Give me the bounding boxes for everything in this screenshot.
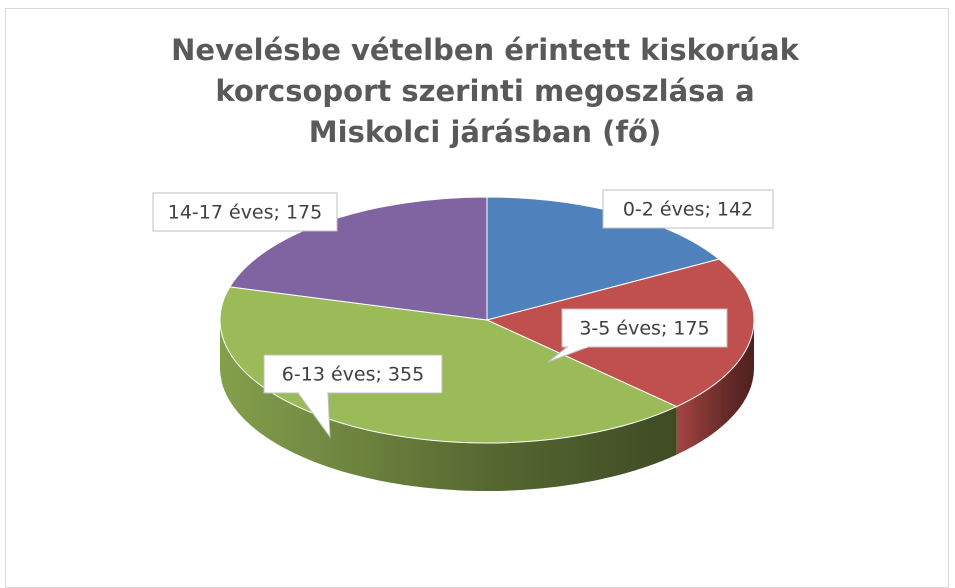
slice-side-shade (676, 320, 754, 455)
data-label: 3-5 éves; 175 (579, 318, 709, 340)
label-box (263, 354, 443, 394)
chart-title: Nevelésbe vételben érintett kiskorúak ko… (171, 33, 799, 149)
data-label: 14-17 éves; 175 (168, 202, 322, 224)
data-label: 6-13 éves; 355 (282, 364, 424, 386)
slice-side-shade (220, 320, 677, 491)
label-box (561, 308, 728, 348)
data-label: 0-2 éves; 142 (623, 199, 753, 221)
slice (219, 286, 678, 444)
label-box (152, 192, 338, 232)
label-box (602, 189, 774, 229)
